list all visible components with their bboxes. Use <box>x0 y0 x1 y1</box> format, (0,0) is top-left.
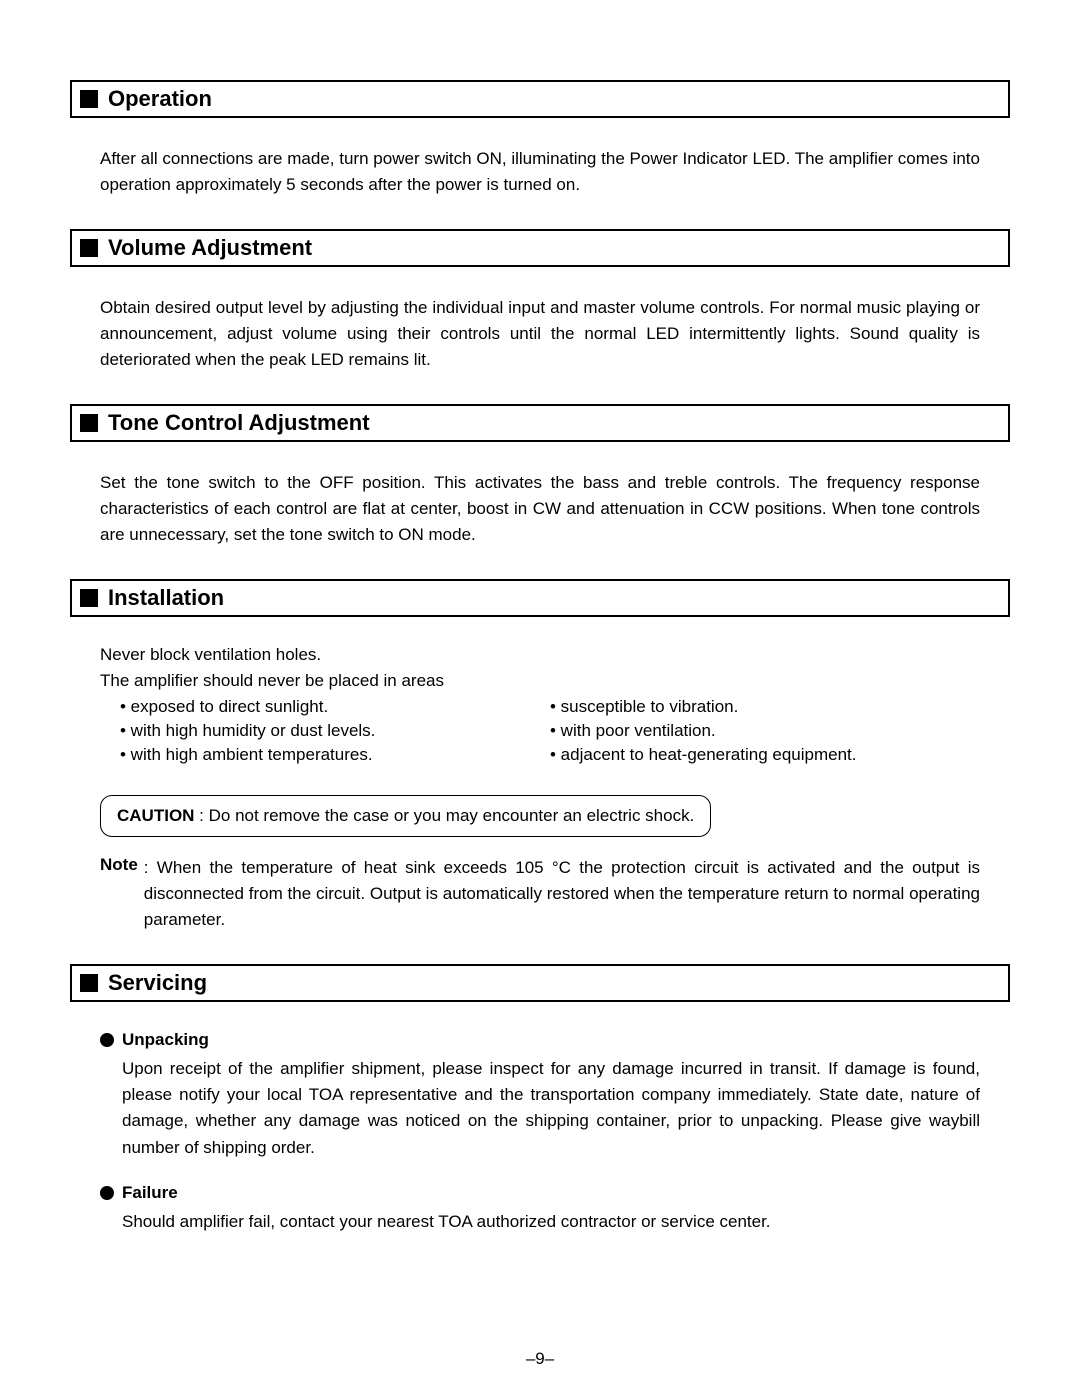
installation-intro-1: Never block ventilation holes. <box>100 645 980 665</box>
section-body-volume: Obtain desired output level by adjusting… <box>100 295 980 374</box>
list-item: • with poor ventilation. <box>550 721 980 741</box>
subbody-failure: Should amplifier fail, contact your near… <box>122 1209 980 1235</box>
page-number: –9– <box>0 1349 1080 1369</box>
square-bullet-icon <box>80 974 98 992</box>
subheading-label: Unpacking <box>122 1030 209 1050</box>
section-header-operation: Operation <box>70 80 1010 118</box>
section-body-operation: After all connections are made, turn pow… <box>100 146 980 199</box>
section-header-installation: Installation <box>70 579 1010 617</box>
section-title: Operation <box>108 86 212 112</box>
subheading-label: Failure <box>122 1183 178 1203</box>
section-header-tone: Tone Control Adjustment <box>70 404 1010 442</box>
installation-right-col: • susceptible to vibration. • with poor … <box>550 697 980 769</box>
section-body-tone: Set the tone switch to the OFF position.… <box>100 470 980 549</box>
caution-box: CAUTION : Do not remove the case or you … <box>100 795 711 837</box>
subheading-failure: Failure <box>100 1183 980 1203</box>
section-header-servicing: Servicing <box>70 964 1010 1002</box>
square-bullet-icon <box>80 90 98 108</box>
list-item: • with high humidity or dust levels. <box>120 721 550 741</box>
list-item: • with high ambient temperatures. <box>120 745 550 765</box>
section-title: Tone Control Adjustment <box>108 410 370 436</box>
list-item: • susceptible to vibration. <box>550 697 980 717</box>
document-page: Operation After all connections are made… <box>0 0 1080 1397</box>
note-block: Note : When the temperature of heat sink… <box>100 855 980 934</box>
square-bullet-icon <box>80 239 98 257</box>
caution-label: CAUTION <box>117 806 194 825</box>
installation-left-col: • exposed to direct sunlight. • with hig… <box>120 697 550 769</box>
installation-intro-2: The amplifier should never be placed in … <box>100 671 980 691</box>
note-label: Note <box>100 855 138 934</box>
installation-bullet-columns: • exposed to direct sunlight. • with hig… <box>120 697 980 769</box>
square-bullet-icon <box>80 414 98 432</box>
list-item: • adjacent to heat-generating equipment. <box>550 745 980 765</box>
section-title: Installation <box>108 585 224 611</box>
note-text: : When the temperature of heat sink exce… <box>144 855 980 934</box>
square-bullet-icon <box>80 589 98 607</box>
circle-bullet-icon <box>100 1033 114 1047</box>
circle-bullet-icon <box>100 1186 114 1200</box>
section-header-volume: Volume Adjustment <box>70 229 1010 267</box>
caution-text: : Do not remove the case or you may enco… <box>194 806 694 825</box>
subbody-unpacking: Upon receipt of the amplifier shipment, … <box>122 1056 980 1161</box>
section-title: Volume Adjustment <box>108 235 312 261</box>
section-title: Servicing <box>108 970 207 996</box>
list-item: • exposed to direct sunlight. <box>120 697 550 717</box>
subheading-unpacking: Unpacking <box>100 1030 980 1050</box>
